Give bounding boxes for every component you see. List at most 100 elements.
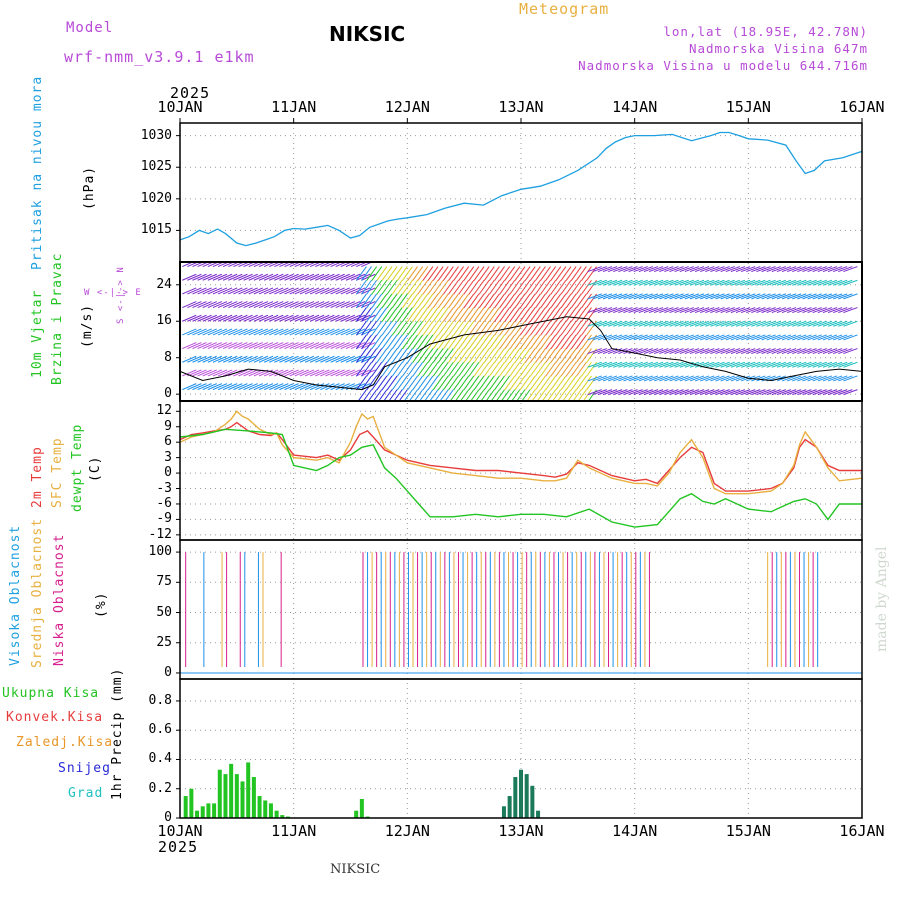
wind-barb <box>373 389 383 401</box>
wind-barb <box>448 293 459 309</box>
precip-bar <box>223 774 228 818</box>
wind-barb <box>494 307 505 322</box>
wind-barb <box>787 266 802 273</box>
wind-barb <box>560 348 572 363</box>
wind-barb <box>442 334 454 350</box>
wind-barb <box>802 266 817 273</box>
wind-barb <box>217 301 233 309</box>
wind-barb <box>309 262 323 268</box>
wind-barb <box>700 293 715 300</box>
wind-barb <box>269 328 284 336</box>
wind-barb <box>458 320 470 336</box>
wind-barb <box>422 279 434 295</box>
wind-barb <box>243 301 258 309</box>
wind-barb <box>427 293 439 309</box>
wind-barb <box>575 334 587 350</box>
wind-barb <box>720 266 735 273</box>
pressure-ytick-label: 1020 <box>140 190 172 206</box>
wind-barb <box>555 375 567 391</box>
wind-barb <box>674 375 689 382</box>
precip-bar <box>200 806 205 818</box>
wind-barb <box>396 266 408 281</box>
wind-barb <box>787 361 802 368</box>
wind-barb <box>540 320 551 336</box>
wind-barb <box>710 307 725 314</box>
wind-barb <box>284 262 297 268</box>
wind-barb <box>535 307 546 322</box>
wind-barb <box>473 279 485 295</box>
wind-barb <box>843 389 858 396</box>
wind-barb <box>499 266 511 281</box>
wind-barb <box>483 320 495 336</box>
wind-barb <box>705 389 720 396</box>
wind-barb <box>284 287 299 295</box>
wind-barb <box>618 320 633 327</box>
wind-barb <box>361 320 372 336</box>
wind-barb <box>258 301 274 309</box>
wind-barb <box>376 334 388 350</box>
wind-barb <box>689 334 705 341</box>
wind-barb <box>289 342 304 350</box>
wind-barb <box>570 375 582 391</box>
wind-barb <box>659 375 674 382</box>
wind-barb <box>613 334 628 341</box>
wind-barb <box>212 328 228 336</box>
wind-barb <box>643 293 659 300</box>
wind-barb <box>529 361 541 377</box>
wind-barb <box>197 273 212 281</box>
wind-barb <box>602 389 618 396</box>
wind-barb <box>182 355 197 363</box>
wind-barb <box>238 273 253 281</box>
wind-barb <box>202 328 217 336</box>
wind-barb <box>439 389 449 401</box>
wind-barb <box>494 334 505 350</box>
wind-barb <box>700 279 715 286</box>
wind-barb <box>207 287 223 295</box>
wind-barb <box>555 361 567 377</box>
wind-barb <box>812 293 827 300</box>
wind-barb <box>771 361 787 368</box>
wind-barb <box>552 389 562 401</box>
wind-barb <box>187 383 202 391</box>
wind-barb <box>715 266 730 273</box>
wind-barb <box>550 279 562 295</box>
wind-barb <box>710 320 725 327</box>
wind-barb <box>679 348 694 355</box>
wind-barb <box>299 287 315 295</box>
wind-barb <box>587 375 602 382</box>
wind-barb <box>289 383 304 391</box>
wind-barb <box>705 279 720 286</box>
wind-barb <box>376 293 388 309</box>
wind-barb <box>531 389 541 401</box>
wind-barb <box>781 266 797 273</box>
wind-barb <box>192 314 207 322</box>
wind-barb <box>751 348 766 355</box>
wind-barb <box>391 320 403 336</box>
wind-barb <box>449 389 459 401</box>
wind-barb <box>494 320 505 336</box>
wind-barb <box>325 355 340 363</box>
wind-barb <box>689 293 705 300</box>
wind-barb <box>771 293 787 300</box>
wind-barb <box>664 348 679 355</box>
wind-barb <box>843 320 858 327</box>
precip-bar <box>217 769 222 818</box>
wind-barb <box>284 342 299 350</box>
year-top: 2025 <box>170 84 211 102</box>
wind-barb <box>822 348 838 355</box>
wind-barb <box>725 279 740 286</box>
wind-barb <box>402 293 413 309</box>
wind-barb <box>187 328 202 336</box>
wind-barb <box>740 307 756 314</box>
wind-barb <box>207 369 223 377</box>
wind-barb <box>366 320 378 336</box>
footer-station: NIKSIC <box>330 862 381 877</box>
legend-total-rain: Ukupna Kisa <box>2 686 100 701</box>
wind-barb <box>361 287 376 295</box>
wind-barb <box>222 328 238 336</box>
wind-ytick-label: 8 <box>164 349 172 365</box>
wind-ytick-label: 24 <box>156 276 172 292</box>
wind-barb <box>407 320 418 336</box>
wind-barb <box>648 320 664 327</box>
wind-barb <box>499 293 511 309</box>
